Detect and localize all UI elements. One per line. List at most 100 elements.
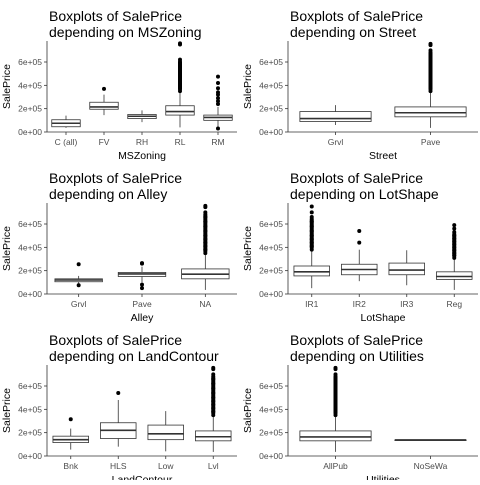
- x-tick-label: FV: [99, 137, 110, 147]
- x-tick-label: HLS: [110, 461, 127, 471]
- x-axis-label: Utilities: [366, 474, 400, 480]
- panel-1: Boxplots of SalePrice depending on MSZon…: [1, 8, 237, 162]
- y-axis-label: SalePrice: [1, 64, 13, 109]
- panel-title-line: Boxplots of SalePrice: [290, 332, 423, 348]
- outlier-point: [76, 283, 81, 288]
- outlier-point: [140, 261, 144, 266]
- y-tick-label: 6e+05: [18, 381, 42, 391]
- box-ir3: [388, 250, 425, 286]
- box-body: [436, 271, 473, 280]
- y-tick-label: 4e+05: [259, 80, 283, 90]
- box-body: [299, 111, 372, 122]
- outlier-point: [333, 365, 338, 370]
- outlier-point: [216, 81, 220, 85]
- panel-3: Boxplots of SalePrice depending on Alley…: [1, 170, 237, 324]
- box-nosewa: [394, 439, 467, 441]
- x-tick-label: Reg: [446, 299, 462, 309]
- outlier-point: [216, 99, 220, 104]
- box-body: [89, 101, 119, 110]
- panel-title-line: depending on Street: [290, 24, 416, 40]
- box-grvl: [299, 105, 372, 125]
- box-body: [165, 105, 195, 116]
- box-pave: [117, 261, 167, 291]
- box-reg: [436, 223, 473, 290]
- outlier-point: [216, 96, 220, 101]
- outlier-cluster: [203, 212, 208, 254]
- outlier-point: [216, 102, 220, 106]
- y-tick-label: 2e+05: [18, 104, 42, 114]
- box-na: [181, 203, 230, 290]
- outlier-point: [216, 86, 220, 91]
- panel-4: Boxplots of SalePrice depending on LotSh…: [242, 170, 478, 324]
- x-tick-label: RM: [211, 137, 224, 147]
- box-body: [394, 106, 467, 118]
- x-axis-label: LandContour: [112, 474, 173, 480]
- y-tick-label: 2e+05: [18, 428, 42, 438]
- box-grvl: [54, 262, 103, 288]
- y-tick-label: 0e+00: [18, 289, 42, 299]
- panel-title-line: depending on Alley: [49, 186, 167, 202]
- y-tick-label: 4e+05: [18, 242, 42, 252]
- outlier-point: [216, 90, 220, 95]
- y-tick-label: 6e+05: [259, 219, 283, 229]
- y-tick-label: 6e+05: [259, 381, 283, 391]
- box-body: [388, 262, 425, 276]
- panel-5: Boxplots of SalePrice depending on LandC…: [1, 332, 237, 485]
- box-allpub: [299, 365, 372, 452]
- panel-6: Boxplots of SalePrice depending on Utili…: [242, 332, 478, 485]
- y-axis-label: SalePrice: [242, 226, 254, 271]
- box-rl: [165, 41, 195, 128]
- y-tick-label: 4e+05: [259, 242, 283, 252]
- outlier-point: [116, 391, 121, 395]
- outlier-point: [309, 210, 314, 215]
- outlier-point: [452, 226, 457, 231]
- outlier-point: [216, 126, 220, 131]
- outlier-cluster: [178, 59, 182, 92]
- box-body: [195, 430, 232, 442]
- outlier-point: [140, 282, 144, 287]
- x-tick-label: C (all): [55, 137, 78, 147]
- panel-title-line: depending on LandContour: [49, 348, 219, 364]
- y-tick-label: 4e+05: [18, 80, 42, 90]
- panel-title-line: Boxplots of SalePrice: [49, 170, 182, 186]
- box-body: [293, 265, 330, 277]
- panel-title-line: Boxplots of SalePrice: [290, 8, 423, 24]
- box-ir2: [341, 229, 378, 282]
- outlier-cluster: [211, 374, 216, 416]
- box-low: [147, 411, 184, 452]
- box-ir1: [293, 204, 330, 289]
- panel-title-line: Boxplots of SalePrice: [290, 170, 423, 186]
- outlier-point: [203, 203, 208, 208]
- x-tick-label: NoSeWa: [414, 461, 448, 471]
- panel-title-line: depending on LotShape: [290, 186, 439, 202]
- outlier-point: [428, 41, 433, 46]
- x-tick-label: Pave: [421, 137, 441, 147]
- x-axis-label: MSZoning: [118, 150, 166, 162]
- x-tick-label: RH: [136, 137, 148, 147]
- outlier-point: [140, 286, 144, 291]
- y-tick-label: 6e+05: [18, 219, 42, 229]
- x-axis-label: LotShape: [361, 312, 406, 324]
- y-axis-label: SalePrice: [242, 64, 254, 109]
- x-tick-label: Grvl: [328, 137, 344, 147]
- outlier-point: [211, 365, 216, 370]
- panel-title-line: Boxplots of SalePrice: [49, 8, 182, 24]
- box-hls: [100, 391, 137, 447]
- x-tick-label: IR1: [305, 299, 319, 309]
- panel-title-line: depending on MSZoning: [49, 24, 202, 40]
- outlier-point: [68, 417, 73, 422]
- panel-title-line: depending on Utilities: [290, 348, 424, 364]
- y-tick-label: 0e+00: [18, 127, 42, 137]
- y-tick-label: 0e+00: [259, 289, 283, 299]
- y-axis-label: SalePrice: [1, 226, 13, 271]
- x-tick-label: IR3: [400, 299, 414, 309]
- x-axis-label: Alley: [131, 312, 155, 324]
- x-tick-label: IR2: [353, 299, 367, 309]
- x-tick-label: RL: [175, 137, 186, 147]
- y-tick-label: 2e+05: [18, 266, 42, 276]
- outlier-point: [216, 74, 220, 79]
- y-tick-label: 6e+05: [18, 57, 42, 67]
- box-lvl: [195, 365, 232, 452]
